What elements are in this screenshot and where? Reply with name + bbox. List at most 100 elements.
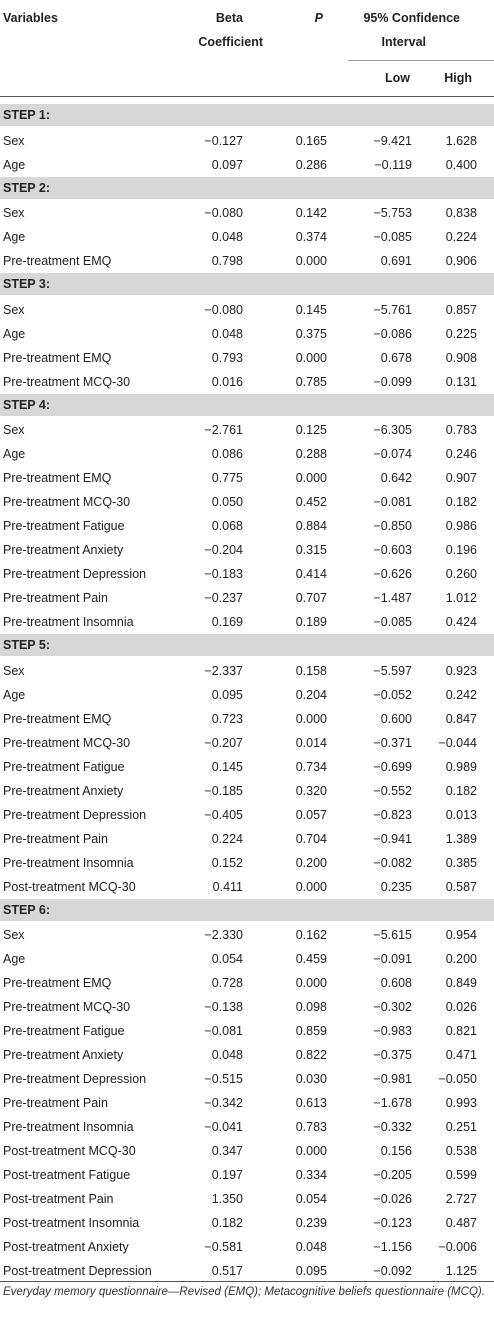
table-row: Sex −0.080 0.142 −5.753 0.838 (0, 201, 494, 225)
table-row: Post-treatment Depression 0.517 0.095 −0.09… (0, 1259, 494, 1283)
cell-p: 0.057 (295, 807, 327, 822)
cell-variable: Age (3, 952, 26, 966)
table-row: Pre-treatment MCQ-30 −0.138 0.098 −0.302 0.0… (0, 995, 494, 1019)
cell-beta: 0.347 (211, 1144, 243, 1158)
cell-beta: 0.517 (211, 1264, 243, 1278)
cell-variable: Age (3, 326, 26, 341)
table-row: Pre-treatment EMQ 0.728 0.000 0.608 0.849 (0, 971, 494, 995)
cell-ci-high: 1.389 (445, 831, 477, 846)
cell-ci-low: −6.305 (373, 423, 412, 437)
cell-ci-high: −0.006 (438, 1240, 477, 1254)
cell-ci-low: −1.678 (373, 1096, 412, 1110)
cell-p: 0.286 (295, 157, 327, 172)
cell-variable: Pre-treatment MCQ-30 (3, 735, 131, 750)
header-variables: Variables (3, 11, 58, 25)
step-header: STEP 2: (0, 176, 494, 199)
table-row: Pre-treatment Fatigue −0.081 0.859 −0.983 0.… (0, 1019, 494, 1043)
cell-p: 0.200 (295, 855, 327, 870)
cell-p: 0.048 (295, 1240, 327, 1254)
cell-beta: 0.048 (211, 326, 243, 341)
cell-beta: −0.127 (204, 133, 243, 148)
cell-ci-low: 0.608 (380, 976, 412, 990)
cell-ci-low: −0.082 (373, 855, 412, 870)
cell-p: 0.054 (295, 1192, 327, 1206)
cell-ci-low: −0.699 (373, 759, 412, 774)
cell-p: 0.000 (295, 711, 327, 726)
cell-ci-high: −0.044 (438, 735, 477, 750)
cell-variable: Post-treatment MCQ-30 (3, 879, 136, 894)
cell-ci-low: −0.052 (373, 687, 412, 702)
cell-ci-high: 0.424 (445, 615, 477, 629)
cell-ci-high: 0.923 (445, 663, 477, 678)
cell-variable: Age (3, 157, 26, 172)
cell-ci-high: 0.013 (445, 807, 477, 822)
table-row: Sex −0.080 0.145 −5.761 0.857 (0, 298, 494, 322)
cell-ci-high: 0.989 (445, 759, 477, 774)
cell-variable: Sex (3, 928, 25, 942)
cell-p: 0.095 (295, 1264, 327, 1278)
cell-variable: Pre-treatment Insomnia (3, 855, 134, 870)
cell-beta: 1.350 (211, 1192, 243, 1206)
cell-variable: Pre-treatment Insomnia (3, 1120, 134, 1134)
table-row: Age 0.054 0.459 −0.091 0.200 (0, 947, 494, 971)
cell-p: 0.334 (295, 1168, 327, 1182)
cell-variable: Pre-treatment Anxiety (3, 1048, 124, 1062)
cell-ci-low: −0.371 (373, 735, 412, 750)
cell-ci-high: 0.783 (445, 423, 477, 437)
step-header: STEP 5: (0, 634, 494, 656)
cell-p: 0.204 (295, 687, 327, 702)
cell-ci-low: −1.487 (373, 591, 412, 605)
cell-variable: Pre-treatment EMQ (3, 471, 112, 485)
cell-variable: Pre-treatment Pain (3, 831, 108, 846)
cell-p: 0.374 (295, 230, 327, 244)
cell-variable: Age (3, 230, 26, 244)
cell-ci-low: −0.552 (373, 783, 412, 798)
cell-variable: Sex (3, 206, 25, 220)
cell-p: 0.158 (295, 663, 327, 678)
cell-ci-high: 0.182 (445, 495, 477, 509)
cell-beta: −0.207 (204, 735, 243, 750)
cell-p: 0.613 (295, 1096, 327, 1110)
cell-ci-low: −0.081 (373, 495, 412, 509)
cell-beta: −0.581 (204, 1240, 243, 1254)
cell-ci-high: 0.385 (445, 855, 477, 870)
cell-p: 0.288 (295, 447, 327, 461)
table-footnote: Everyday memory questionnaire—Revised (E… (3, 1286, 485, 1298)
cell-variable: Post-treatment MCQ-30 (3, 1144, 136, 1158)
table-header: Variables Beta Coefficient P 95% Confide… (0, 0, 494, 96)
cell-ci-low: −0.332 (373, 1120, 412, 1134)
cell-variable: Pre-treatment Fatigue (3, 519, 125, 533)
cell-ci-high: 0.131 (445, 374, 477, 389)
cell-beta: 0.723 (211, 711, 243, 726)
cell-variable: Pre-treatment Anxiety (3, 783, 124, 798)
cell-p: 0.320 (295, 783, 327, 798)
table-row: Pre-treatment MCQ-30 0.050 0.452 −0.081 0.18… (0, 490, 494, 514)
cell-p: 0.125 (295, 423, 327, 437)
cell-ci-low: 0.678 (380, 350, 412, 365)
table-row: Pre-treatment Fatigue 0.068 0.884 −0.850 0.9… (0, 514, 494, 538)
cell-ci-high: 0.400 (445, 157, 477, 172)
cell-variable: Age (3, 687, 26, 702)
cell-variable: Sex (3, 423, 25, 437)
table-row: Post-treatment Insomnia 0.182 0.239 −0.123 0… (0, 1211, 494, 1235)
header-ci-line2: Interval (381, 35, 426, 49)
cell-ci-low: −0.074 (373, 447, 412, 461)
cell-ci-low: −0.375 (373, 1048, 412, 1062)
header-rule (0, 96, 494, 97)
table-row: Post-treatment Pain 1.350 0.054 −0.026 2.727 (0, 1187, 494, 1211)
header-low: Low (385, 71, 410, 85)
cell-ci-high: 0.954 (445, 928, 477, 942)
cell-p: 0.459 (295, 952, 327, 966)
table-row: Post-treatment MCQ-30 0.347 0.000 0.156 0.53… (0, 1139, 494, 1163)
cell-beta: −0.237 (204, 591, 243, 605)
cell-ci-low: −0.823 (373, 807, 412, 822)
cell-beta: −2.337 (204, 663, 243, 678)
cell-variable: Post-treatment Pain (3, 1192, 114, 1206)
cell-beta: 0.095 (211, 687, 243, 702)
step-header: STEP 4: (0, 393, 494, 416)
cell-beta: 0.411 (212, 879, 243, 894)
cell-ci-low: −0.603 (373, 543, 412, 557)
cell-p: 0.707 (295, 591, 327, 605)
cell-variable: Pre-treatment Depression (3, 807, 147, 822)
table-row: Pre-treatment Anxiety −0.204 0.315 −0.603 0.… (0, 538, 494, 562)
